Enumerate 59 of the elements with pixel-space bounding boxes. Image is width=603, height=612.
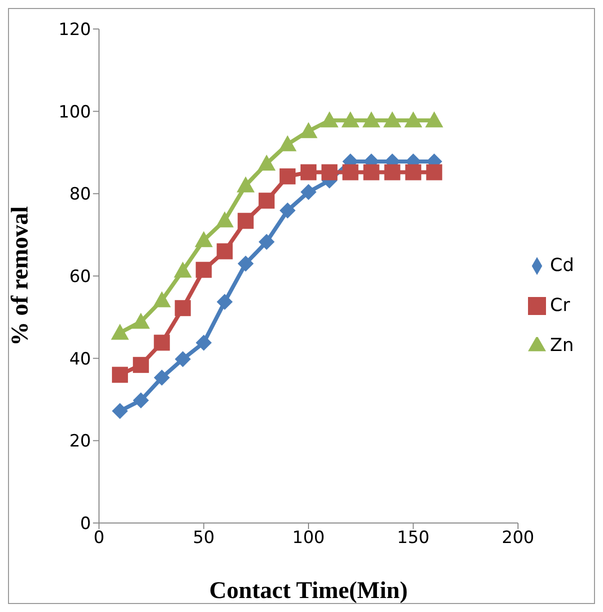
point bbox=[196, 334, 212, 351]
point bbox=[341, 111, 360, 128]
point bbox=[154, 370, 170, 386]
point bbox=[112, 403, 128, 420]
point bbox=[238, 212, 254, 229]
x-axis-title: Contact Time(Min) bbox=[209, 578, 408, 604]
point bbox=[425, 111, 444, 128]
point bbox=[174, 262, 192, 278]
x-tick-label: 50 bbox=[192, 528, 215, 548]
point bbox=[280, 168, 296, 184]
point bbox=[362, 111, 380, 128]
point bbox=[405, 164, 422, 180]
legend-label: Zn bbox=[550, 335, 574, 356]
point bbox=[238, 256, 254, 272]
point bbox=[383, 111, 402, 128]
y-tick-label: 0 bbox=[80, 514, 91, 534]
x-tick-label: 150 bbox=[397, 528, 430, 548]
point bbox=[154, 334, 170, 351]
point bbox=[300, 122, 318, 138]
point bbox=[384, 164, 400, 180]
y-tick-label: 60 bbox=[69, 267, 91, 288]
point bbox=[152, 291, 171, 308]
point bbox=[174, 351, 191, 368]
point bbox=[321, 164, 338, 180]
point bbox=[258, 154, 276, 171]
x-tick-label: 200 bbox=[502, 528, 534, 548]
legend-label: Cd bbox=[550, 255, 574, 276]
point bbox=[258, 192, 275, 209]
legend-label: Cr bbox=[550, 295, 570, 316]
y-tick-label: 20 bbox=[69, 432, 91, 452]
point bbox=[216, 294, 233, 310]
point bbox=[320, 111, 338, 128]
point bbox=[216, 243, 233, 260]
y-tick-label: 40 bbox=[69, 349, 91, 370]
point bbox=[196, 262, 212, 278]
x-tick-label: 0 bbox=[94, 528, 104, 548]
point bbox=[110, 324, 129, 340]
point bbox=[363, 164, 380, 180]
point bbox=[342, 164, 358, 180]
x-tick-label: 100 bbox=[292, 528, 325, 548]
point bbox=[426, 164, 442, 180]
y-axis-title: % of removal bbox=[8, 206, 34, 346]
point bbox=[236, 176, 255, 192]
point bbox=[216, 211, 234, 228]
point bbox=[132, 312, 150, 329]
point bbox=[132, 392, 149, 408]
point bbox=[174, 300, 191, 316]
point bbox=[278, 135, 297, 152]
y-tick-label: 120 bbox=[58, 20, 91, 40]
point bbox=[300, 184, 316, 200]
y-tick-label: 80 bbox=[69, 184, 91, 205]
y-tick-label: 100 bbox=[58, 102, 91, 122]
point bbox=[300, 164, 316, 180]
point bbox=[112, 366, 128, 383]
point bbox=[280, 202, 296, 219]
point bbox=[194, 231, 213, 248]
point bbox=[258, 234, 275, 250]
point bbox=[404, 111, 422, 128]
point bbox=[132, 356, 149, 373]
